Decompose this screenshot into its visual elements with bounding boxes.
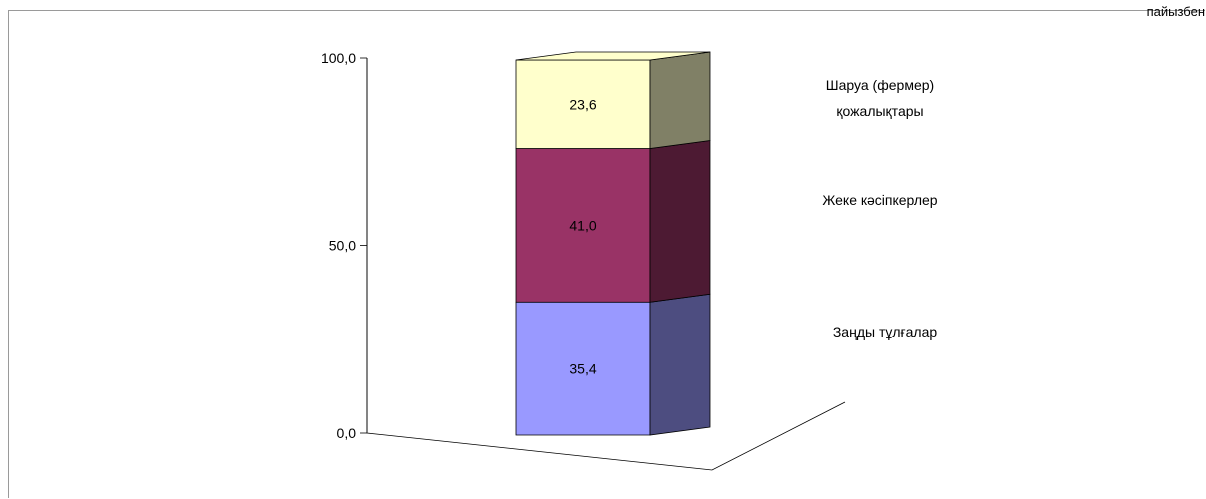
data-label: 23,6: [569, 96, 596, 112]
legend-line: Шаруа (фермер): [826, 77, 934, 93]
legend-entry: Заңды тұлғалар: [833, 324, 938, 340]
bar-stack: [515, 51, 711, 436]
legend-line: Заңды тұлғалар: [833, 324, 938, 340]
bar-segment-legal-entities: [515, 293, 711, 436]
bar-segment-individual-entrepreneurs: [515, 140, 711, 303]
bar-side: [649, 51, 711, 149]
legend: Заңды тұлғалар Жеке кәсіпкерлер Шаруа (фер…: [822, 77, 937, 340]
y-tick-label: 50,0: [329, 238, 356, 254]
y-tick-label: 0,0: [337, 425, 357, 441]
chart-frame: пайызбен: [8, 4, 1205, 498]
legend-entry: Шаруа (фермер) қожалықтары: [826, 77, 934, 119]
data-label: 41,0: [569, 217, 596, 233]
data-labels: 35,4 41,0 23,6: [569, 96, 596, 376]
y-axis: 0,0 50,0 100,0: [321, 50, 368, 441]
y-tick-label: 100,0: [321, 50, 356, 66]
data-label: 35,4: [569, 361, 596, 377]
bar-top: [515, 51, 711, 61]
corner-caption: пайызбен: [1146, 4, 1205, 19]
bar-side: [649, 293, 711, 436]
bar-side: [649, 140, 711, 303]
legend-entry: Жеке кәсіпкерлер: [822, 192, 937, 208]
legend-line: Жеке кәсіпкерлер: [822, 192, 937, 208]
legend-line: қожалықтары: [836, 103, 923, 119]
bar-segment-farm-households: [515, 51, 711, 149]
